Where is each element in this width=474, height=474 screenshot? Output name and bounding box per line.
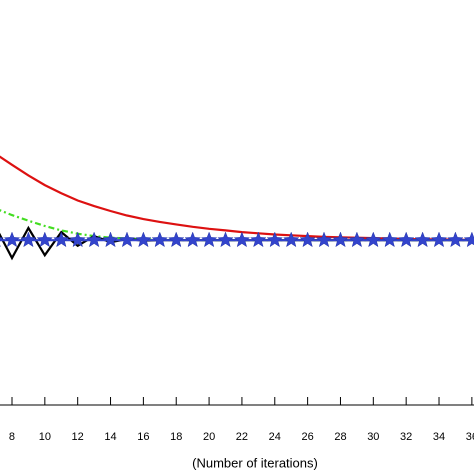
star-marker <box>20 231 37 248</box>
star-marker <box>332 231 349 248</box>
star-marker <box>3 231 21 248</box>
x-tick-label: 36 <box>466 431 474 443</box>
series-line <box>0 209 472 242</box>
star-marker <box>118 231 136 248</box>
x-tick-label: 30 <box>367 431 379 443</box>
star-marker <box>266 231 284 248</box>
x-tick-label: 8 <box>9 431 15 443</box>
star-marker <box>315 231 333 248</box>
x-tick-label: 16 <box>137 431 149 443</box>
x-tick-label: 12 <box>72 431 84 443</box>
x-tick-label: 18 <box>170 431 182 443</box>
star-marker <box>282 231 300 248</box>
star-marker <box>414 231 431 248</box>
star-marker <box>430 231 448 248</box>
star-marker <box>184 231 201 248</box>
star-marker <box>69 231 86 248</box>
star-marker <box>167 231 185 248</box>
x-tick-label: 26 <box>301 431 313 443</box>
x-tick-label: 32 <box>400 431 412 443</box>
star-marker <box>397 231 415 248</box>
series-line <box>0 155 472 241</box>
x-tick-label: 24 <box>269 431 281 443</box>
x-tick-label: 10 <box>39 431 51 443</box>
star-marker <box>217 231 234 248</box>
x-tick-label: 22 <box>236 431 248 443</box>
star-marker <box>299 231 316 248</box>
star-marker <box>365 231 382 248</box>
x-tick-label: 14 <box>104 431 116 443</box>
star-marker <box>85 231 103 248</box>
star-marker <box>250 231 267 248</box>
star-marker <box>233 231 251 248</box>
x-tick-label: 28 <box>334 431 346 443</box>
star-marker <box>381 231 399 248</box>
x-axis-label: (Number of iterations) <box>192 455 318 470</box>
star-marker <box>36 231 54 248</box>
star-marker <box>102 231 119 248</box>
x-tick-label: 34 <box>433 431 445 443</box>
star-marker <box>0 237 4 248</box>
star-marker <box>447 231 464 248</box>
star-marker <box>53 231 70 248</box>
star-marker <box>200 231 218 248</box>
x-tick-label: 20 <box>203 431 215 443</box>
star-marker <box>348 231 366 248</box>
star-marker <box>135 231 152 248</box>
star-marker <box>463 231 474 248</box>
star-marker <box>151 231 169 248</box>
